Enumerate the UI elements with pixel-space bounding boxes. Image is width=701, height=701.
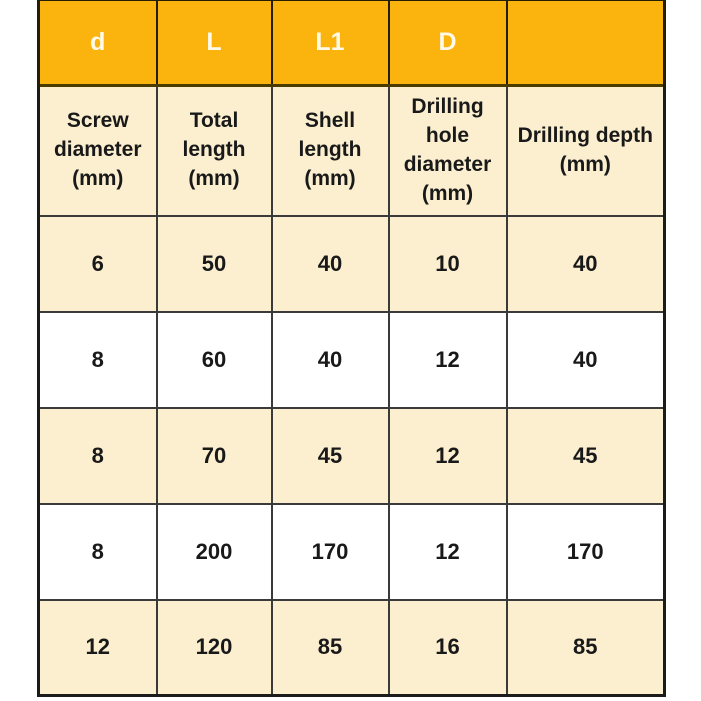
data-cell: 16 bbox=[387, 598, 508, 697]
data-cell: 40 bbox=[505, 214, 666, 313]
table-row: 8 70 45 12 45 bbox=[37, 406, 666, 505]
data-cell: 45 bbox=[270, 406, 390, 505]
data-cell: 170 bbox=[505, 502, 666, 601]
table-row: 12 120 85 16 85 bbox=[37, 598, 666, 697]
data-cell: 40 bbox=[505, 310, 666, 409]
data-cell: 6 bbox=[37, 214, 158, 313]
data-cell: 85 bbox=[270, 598, 390, 697]
data-cell: 40 bbox=[270, 310, 390, 409]
data-cell: 10 bbox=[387, 214, 508, 313]
data-cell: 12 bbox=[387, 406, 508, 505]
header-cell-empty bbox=[505, 0, 666, 87]
data-cell: 200 bbox=[155, 502, 273, 601]
table-header-row: d L L1 D bbox=[37, 0, 666, 87]
data-cell: 170 bbox=[270, 502, 390, 601]
data-cell: 12 bbox=[37, 598, 158, 697]
data-cell: 12 bbox=[387, 310, 508, 409]
subheader-cell-screw-diameter: Screw diameter (mm) bbox=[37, 84, 158, 217]
data-cell: 70 bbox=[155, 406, 273, 505]
subheader-cell-drill-hole-diameter: Drilling hole diameter (mm) bbox=[387, 84, 508, 217]
data-cell: 40 bbox=[270, 214, 390, 313]
spec-table: d L L1 D Screw diameter (mm) Total lengt… bbox=[37, 0, 666, 697]
subheader-cell-total-length: Total length (mm) bbox=[155, 84, 273, 217]
data-cell: 85 bbox=[505, 598, 666, 697]
table-row: 6 50 40 10 40 bbox=[37, 214, 666, 313]
data-cell: 50 bbox=[155, 214, 273, 313]
table-row: 8 60 40 12 40 bbox=[37, 310, 666, 409]
header-cell-l1: L1 bbox=[270, 0, 390, 87]
header-cell-d: d bbox=[37, 0, 158, 87]
data-cell: 8 bbox=[37, 406, 158, 505]
table-subheader-row: Screw diameter (mm) Total length (mm) Sh… bbox=[37, 84, 666, 217]
data-cell: 12 bbox=[387, 502, 508, 601]
data-cell: 60 bbox=[155, 310, 273, 409]
data-cell: 8 bbox=[37, 310, 158, 409]
subheader-cell-shell-length: Shell length (mm) bbox=[270, 84, 390, 217]
header-cell-l: L bbox=[155, 0, 273, 87]
data-cell: 120 bbox=[155, 598, 273, 697]
subheader-cell-drilling-depth: Drilling depth (mm) bbox=[505, 84, 666, 217]
data-cell: 8 bbox=[37, 502, 158, 601]
table-row: 8 200 170 12 170 bbox=[37, 502, 666, 601]
data-cell: 45 bbox=[505, 406, 666, 505]
header-cell-dd: D bbox=[387, 0, 508, 87]
